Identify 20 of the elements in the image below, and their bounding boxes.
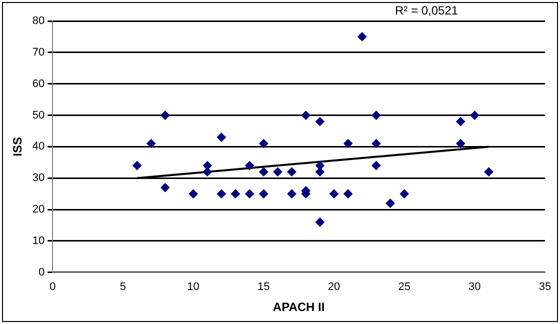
y-tick-label: 80 bbox=[32, 15, 45, 28]
x-tick-label: 15 bbox=[258, 281, 270, 294]
y-tick-label: 20 bbox=[32, 204, 45, 216]
y-tick-label: 0 bbox=[38, 266, 45, 278]
x-tick-label: 20 bbox=[328, 281, 340, 294]
y-tick-label: 70 bbox=[32, 46, 45, 58]
x-tick-label: 25 bbox=[398, 281, 410, 294]
x-tick-label: 10 bbox=[187, 281, 200, 294]
y-axis-title: ISS bbox=[10, 137, 25, 156]
y-tick-label: 60 bbox=[32, 78, 45, 90]
x-tick-label: 5 bbox=[120, 281, 126, 294]
text: R² = 0,0521 bbox=[395, 3, 458, 18]
y-tick-label: 30 bbox=[32, 172, 45, 184]
x-tick-label: 30 bbox=[468, 281, 481, 294]
x-tick-label: 35 bbox=[538, 281, 552, 294]
x-axis-title: APACH II bbox=[272, 300, 325, 314]
y-tick-label: 10 bbox=[32, 235, 45, 248]
x-tick-label: 0 bbox=[50, 281, 56, 294]
y-tick-label: 40 bbox=[32, 140, 45, 153]
y-tick-label: 50 bbox=[32, 109, 45, 122]
